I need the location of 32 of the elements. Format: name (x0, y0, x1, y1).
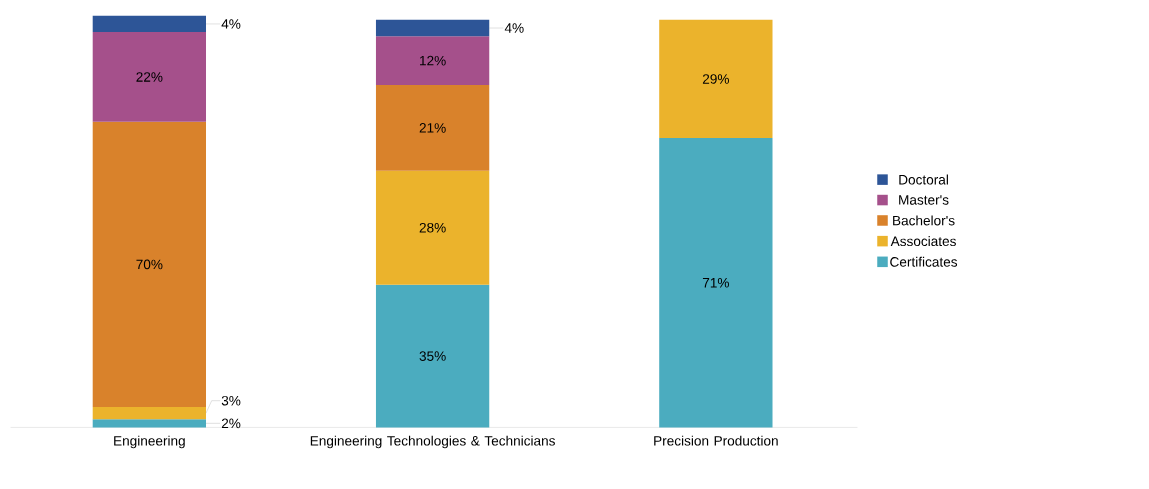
legend-label: Master's (899, 195, 949, 205)
data-label: 12% (420, 55, 446, 66)
bar (92, 15, 206, 33)
bar (375, 170, 490, 285)
data-label: 21% (419, 123, 446, 133)
data-label: 2% (221, 418, 241, 429)
bar (92, 419, 206, 428)
bar (659, 19, 773, 139)
x-tick-label: Engineering (114, 435, 185, 449)
bar (375, 36, 490, 86)
data-label: 71% (702, 278, 729, 288)
bar (92, 121, 206, 408)
legend-label: Associates (890, 236, 956, 247)
bar (375, 85, 490, 171)
bar (375, 284, 490, 428)
bar (92, 407, 206, 420)
data-label: 35% (419, 351, 446, 361)
bar (375, 19, 490, 37)
data-label: 28% (419, 222, 446, 233)
legend-label: Certificates (890, 256, 958, 267)
data-label: 29% (702, 74, 729, 84)
data-label: 4% (221, 19, 241, 29)
data-label: 4% (504, 23, 524, 33)
x-tick-label: Engineering Technologies & Technicians (310, 435, 555, 449)
bar (659, 138, 773, 428)
legend-label: Doctoral (899, 174, 948, 185)
data-label: 3% (221, 395, 241, 406)
data-label: 22% (136, 72, 163, 82)
x-tick-label: Precision Production (654, 435, 778, 446)
legend-label: Bachelor's (893, 215, 955, 226)
data-label: 70% (136, 259, 163, 270)
bar (92, 32, 206, 122)
